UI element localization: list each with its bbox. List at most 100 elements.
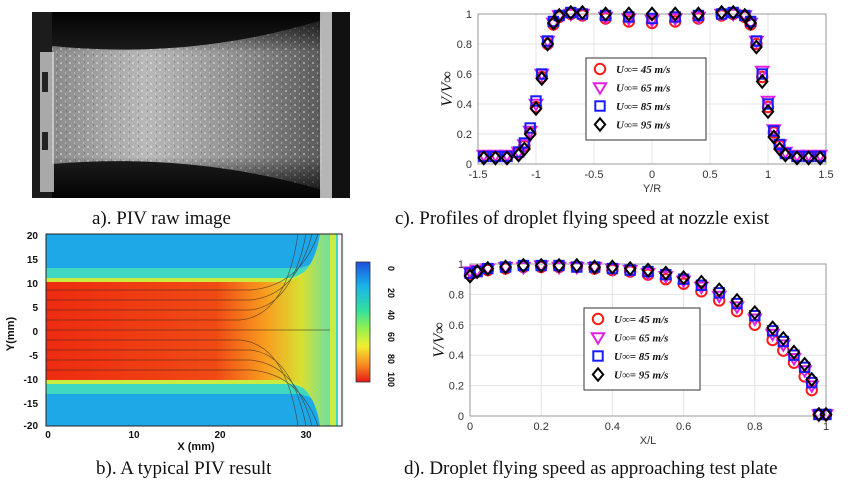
caption-b: b). A typical PIV result	[96, 458, 272, 479]
y-tick-label: 0.4	[457, 99, 472, 111]
y-tick-label: -15	[24, 399, 39, 410]
diamond-marker	[712, 282, 726, 298]
y-tick-label: 0	[32, 327, 38, 338]
legend-diamond-marker	[593, 116, 607, 133]
x-tick-label: 30	[300, 430, 312, 441]
y-tick-label: 0	[458, 411, 464, 423]
diamond-marker	[766, 320, 780, 336]
square-marker	[524, 122, 536, 134]
circle-marker	[695, 285, 708, 298]
y-tick-label: -5	[29, 351, 38, 362]
y-tick-label: 5	[32, 303, 38, 314]
diamond-marker	[477, 150, 491, 166]
piv-result-graphic: 20 15 10 5 0 -5 -10 -15 -20 Y(mm) 0 10 2…	[5, 231, 396, 453]
x-tick-label: 0.6	[676, 421, 691, 433]
x-tick-label: 0	[467, 421, 473, 433]
diamond-marker	[659, 265, 673, 281]
diamond-marker	[570, 257, 584, 274]
diamond-marker	[517, 141, 531, 157]
triangle-marker	[754, 65, 771, 80]
piv-raw-image	[32, 12, 350, 198]
diamond-marker	[622, 6, 636, 22]
diamond-marker	[488, 150, 502, 166]
y-tick-label: 15	[27, 255, 39, 266]
triangle-marker	[693, 281, 710, 295]
legend: U∞= 45 m/s U∞= 65 m/s U∞= 85 m/s U∞= 95 m/s	[585, 57, 707, 141]
diamond-marker	[819, 406, 833, 423]
diamond-marker	[691, 6, 705, 22]
y-tick-label: 0.6	[449, 320, 464, 332]
y-tick-label: 0.8	[457, 39, 472, 51]
diamond-marker	[516, 257, 530, 274]
diamond-marker	[599, 6, 613, 22]
approach-chart: 0 0.2 0.4 0.6 0.8 1 0 0.2 0.4 0.6 0.8 1 X/L V/V∞ U∞= 4…	[420, 240, 850, 458]
x-tick-label: -0.5	[585, 169, 604, 181]
x-tick-label: 10	[128, 430, 140, 441]
diamond-marker	[767, 129, 781, 145]
colorbar-tick-label: 20	[386, 288, 396, 298]
y-tick-label: 10	[27, 279, 39, 290]
diamond-marker	[790, 150, 804, 166]
diamond-marker	[668, 6, 682, 22]
x-tick-label: -1	[531, 169, 541, 181]
legend-label: U∞= 45 m/s	[614, 314, 668, 326]
triangle-marker	[644, 14, 660, 29]
legend-triangle-marker	[592, 82, 608, 96]
legend-label: U∞= 95 m/s	[616, 120, 670, 132]
x-tick-label: 0.4	[605, 421, 620, 433]
x-tick-label: 0.2	[534, 421, 549, 433]
diamond-marker	[481, 260, 495, 277]
diamond-marker	[552, 257, 566, 274]
y-axis-label: Y(mm)	[5, 317, 17, 352]
diamond-marker	[623, 260, 637, 277]
triangle-marker	[667, 13, 684, 27]
square-marker	[530, 95, 542, 107]
diamond-marker	[738, 7, 752, 24]
y-tick-label: 0.2	[457, 129, 472, 141]
piv-raw-image-graphic	[32, 12, 350, 198]
legend-diamond-marker	[591, 366, 605, 383]
y-tick-label: 1	[458, 259, 464, 271]
diamond-marker	[529, 100, 543, 117]
legend-label: U∞= 85 m/s	[614, 351, 668, 363]
legend-square-marker	[592, 350, 604, 362]
profile-chart-svg: -1.5 -1 -0.5 0 0.5 1 1.5 0 0.2 0.4 0.6 0.8 1 Y/R V/V∞ U…	[439, 4, 834, 195]
caption-d: d). Droplet flying speed as approaching …	[404, 458, 778, 479]
legend-label: U∞= 85 m/s	[616, 101, 670, 113]
square-marker	[518, 137, 531, 149]
diamond-marker	[730, 292, 744, 309]
y-axis-label: V/V∞	[439, 71, 456, 106]
x-axis-label: Y/R	[643, 183, 661, 195]
square-marker	[750, 35, 763, 47]
x-tick-label: 0	[45, 430, 51, 441]
square-marker	[762, 98, 774, 110]
x-tick-label: 1	[765, 169, 771, 181]
triangle-marker	[620, 13, 637, 27]
diamond-marker	[677, 269, 691, 286]
diamond-marker	[715, 4, 729, 21]
square-marker	[536, 68, 548, 80]
y-tick-label: -10	[24, 375, 39, 386]
diamond-marker	[535, 70, 549, 87]
x-tick-label: 20	[214, 430, 226, 441]
diamond-marker	[755, 73, 769, 90]
legend-triangle-marker	[590, 332, 606, 346]
colorbar-tick-label: 100	[386, 372, 396, 387]
x-axis-label: X/L	[640, 435, 657, 447]
legend-label: U∞= 65 m/s	[616, 83, 670, 95]
colorbar	[355, 261, 371, 383]
colorbar-tick-label: 80	[386, 354, 396, 364]
square-marker	[646, 12, 658, 25]
diamond-marker	[761, 103, 775, 120]
x-tick-label: 0	[649, 169, 655, 181]
diamond-marker	[802, 150, 816, 166]
square-marker	[773, 138, 786, 151]
y-tick-label: 20	[27, 231, 39, 242]
diamond-marker	[813, 150, 827, 166]
diamond-marker	[798, 356, 812, 373]
legend-square-marker	[594, 100, 606, 112]
caption-c: c). Profiles of droplet flying speed at …	[395, 208, 770, 229]
diamond-marker	[499, 259, 513, 275]
streamlines	[46, 233, 330, 427]
diamond-marker	[645, 6, 659, 22]
